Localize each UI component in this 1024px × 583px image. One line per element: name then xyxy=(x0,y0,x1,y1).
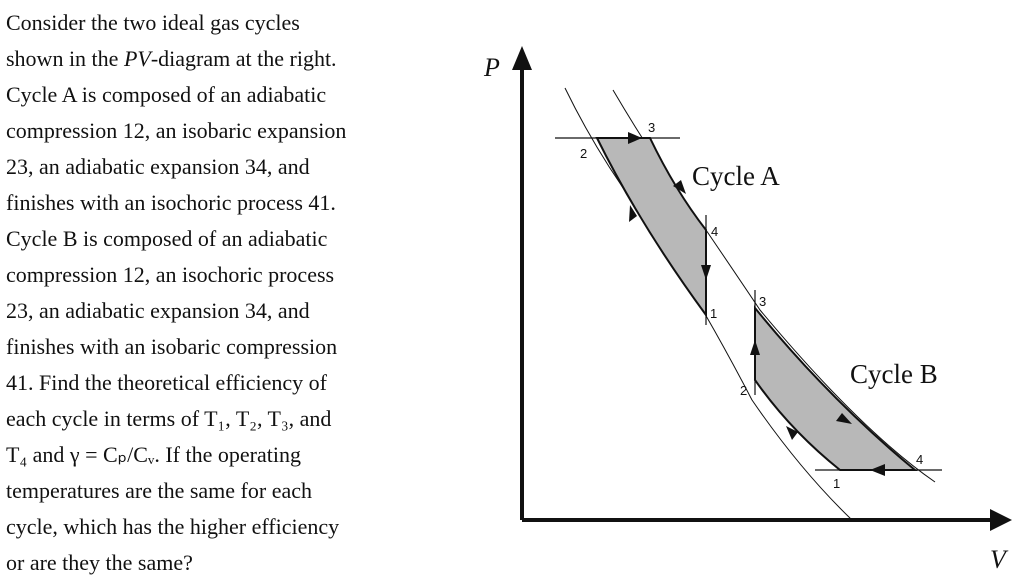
point-label: 4 xyxy=(711,224,718,239)
axis-label: V xyxy=(990,545,1009,574)
text-part: -diagram at the right. xyxy=(151,46,337,71)
arrowhead xyxy=(836,413,852,424)
arrowhead xyxy=(512,46,532,70)
text-line: Cycle B is composed of an adiabatic xyxy=(6,226,328,251)
text-line: or are they the same? xyxy=(6,550,193,575)
cycle-a-area xyxy=(595,137,707,319)
text-line: compression 12, an isochoric process xyxy=(6,262,334,287)
axis-label: P xyxy=(483,53,500,82)
text-line: finishes with an isobaric compression xyxy=(6,334,337,359)
text-line: 41. Find the theoretical efficiency of xyxy=(6,370,328,395)
text-line: cycle, which has the higher efficiency xyxy=(6,514,339,539)
point-label: 2 xyxy=(740,383,747,398)
cycle-label: Cycle A xyxy=(692,161,780,191)
arrowhead xyxy=(750,340,760,355)
arrowhead xyxy=(990,509,1012,531)
arrowhead xyxy=(701,265,711,280)
text-line: shown in the PV-diagram at the right. xyxy=(6,46,337,71)
arrowhead xyxy=(786,426,798,440)
point-label: 3 xyxy=(648,120,655,135)
text-line: Cycle A is composed of an adiabatic xyxy=(6,82,326,107)
text-line: temperatures are the same for each xyxy=(6,478,312,503)
point-label: 3 xyxy=(759,294,766,309)
point-label: 1 xyxy=(833,476,840,491)
text-line: 23, an adiabatic expansion 34, and xyxy=(6,298,310,323)
point-label: 4 xyxy=(916,452,923,467)
text-part: shown in the xyxy=(6,46,124,71)
problem-text: Consider the two ideal gas cycles shown … xyxy=(6,10,346,575)
diagram-labels: P V Cycle A Cycle B 1 2 3 4 1 2 3 4 xyxy=(483,53,1009,574)
text-line: each cycle in terms of T₁, T₂, T₃, and xyxy=(6,406,331,431)
arrowhead xyxy=(673,180,686,194)
point-label: 2 xyxy=(580,146,587,161)
text-line: 23, an adiabatic expansion 34, and xyxy=(6,154,310,179)
cycle-b-area xyxy=(754,305,918,471)
adiabat xyxy=(612,89,936,483)
arrowhead xyxy=(629,205,637,222)
point-label: 1 xyxy=(710,306,717,321)
arrowhead xyxy=(870,464,885,476)
text-line: finishes with an isochoric process 41. xyxy=(6,190,336,215)
text-line: Consider the two ideal gas cycles xyxy=(6,10,300,35)
text-line: T₄ and γ = Cₚ/Cᵥ. If the operating xyxy=(6,442,301,467)
arrowhead xyxy=(628,132,642,144)
cycle-label: Cycle B xyxy=(850,359,938,389)
text-part: PV xyxy=(123,46,153,71)
text-line: compression 12, an isobaric expansion xyxy=(6,118,346,143)
pv-diagram xyxy=(512,46,1012,531)
